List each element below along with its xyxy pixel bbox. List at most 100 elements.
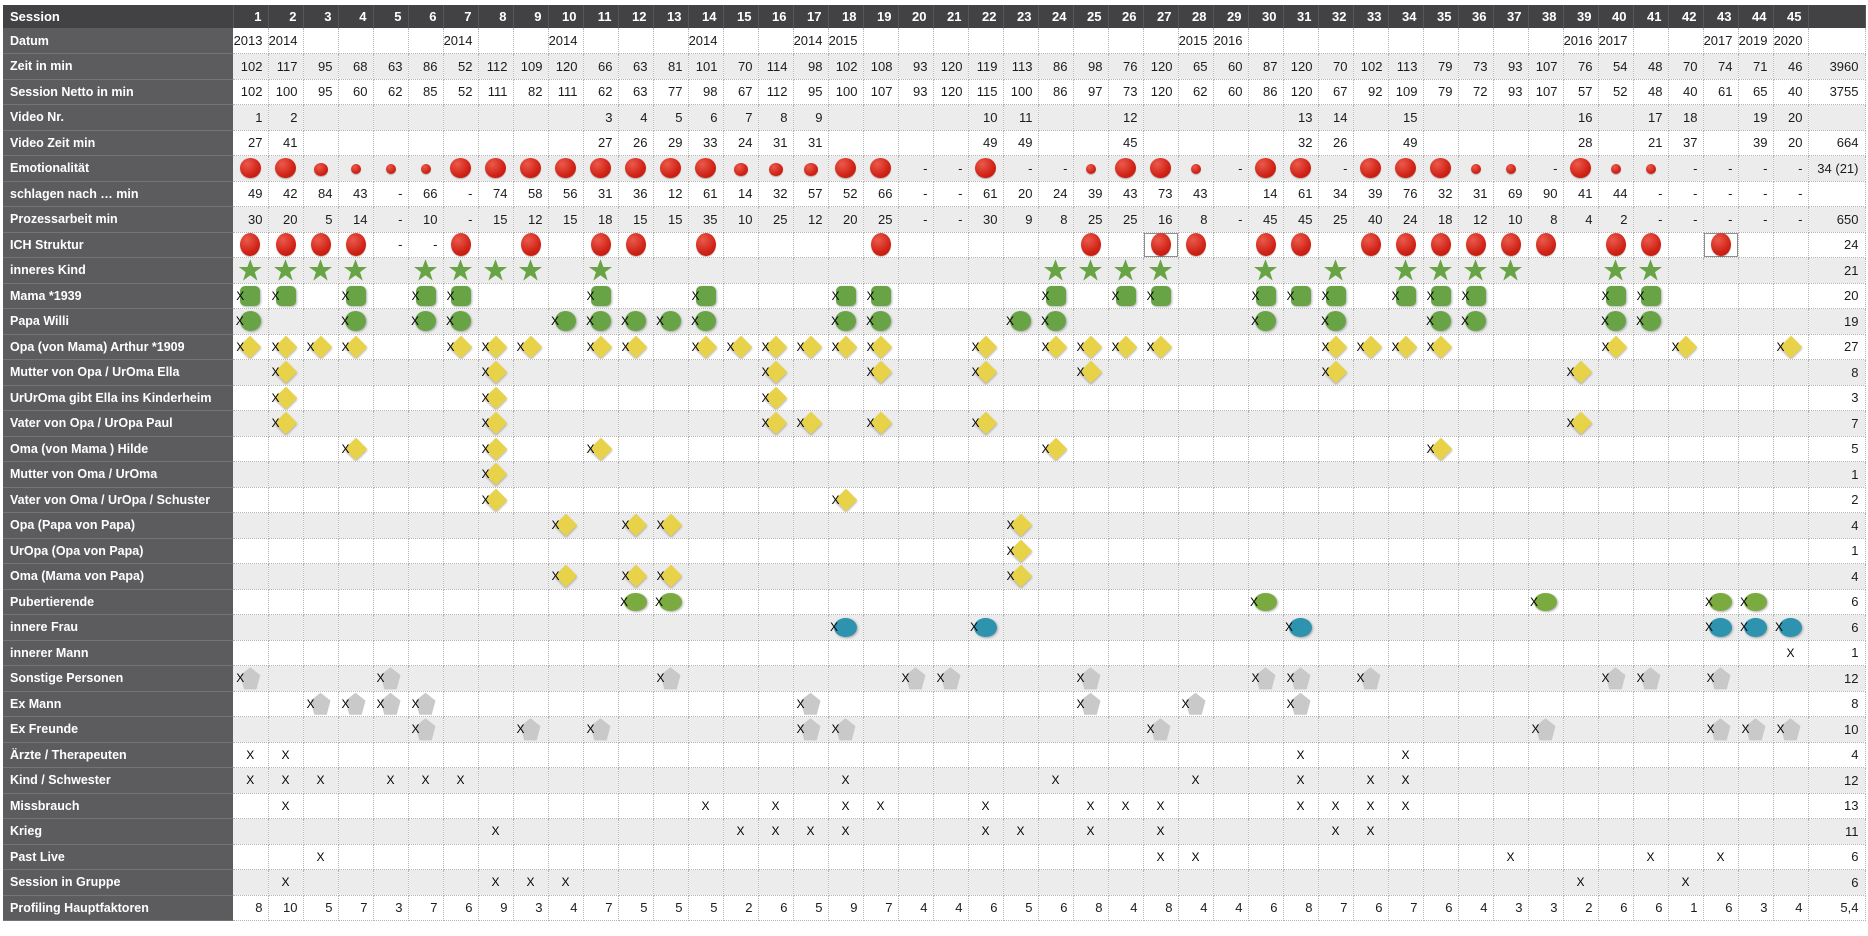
grid-cell[interactable] [303, 793, 339, 819]
grid-cell[interactable] [1633, 716, 1669, 743]
grid-cell[interactable] [513, 283, 549, 309]
grid-cell[interactable] [548, 155, 584, 182]
grid-cell[interactable] [1738, 334, 1774, 360]
grid-cell[interactable] [583, 640, 619, 666]
grid-cell[interactable] [1703, 640, 1739, 666]
grid-cell[interactable] [723, 487, 759, 513]
grid-cell[interactable] [338, 818, 374, 845]
grid-cell[interactable] [1353, 640, 1389, 666]
grid-cell[interactable]: X [1283, 742, 1319, 768]
grid-cell[interactable]: 16 [1563, 104, 1599, 131]
grid-cell[interactable]: 74 [1703, 53, 1739, 80]
grid-cell[interactable]: X [618, 512, 654, 539]
grid-cell[interactable]: 93 [1493, 79, 1529, 105]
session-number-header[interactable]: 34 [1388, 5, 1424, 28]
grid-cell[interactable] [1248, 232, 1284, 258]
session-number-header[interactable]: 9 [513, 5, 549, 28]
grid-cell[interactable] [1458, 512, 1494, 539]
grid-cell[interactable] [303, 410, 339, 437]
grid-cell[interactable]: 76 [1108, 53, 1144, 80]
grid-cell[interactable] [1353, 487, 1389, 513]
grid-cell[interactable] [1738, 793, 1774, 819]
grid-cell[interactable]: X [1458, 308, 1494, 335]
grid-cell[interactable]: 4 [1213, 895, 1249, 921]
grid-cell[interactable]: 66 [863, 181, 899, 207]
grid-cell[interactable] [1738, 283, 1774, 309]
grid-cell[interactable] [1353, 589, 1389, 615]
grid-cell[interactable] [793, 767, 829, 794]
grid-cell[interactable] [828, 461, 864, 488]
session-number-header[interactable]: 30 [1248, 5, 1284, 28]
grid-cell[interactable] [1528, 385, 1564, 411]
grid-cell[interactable]: 8 [1528, 206, 1564, 233]
grid-cell[interactable]: 60 [338, 79, 374, 105]
grid-cell[interactable] [1598, 614, 1634, 641]
grid-cell[interactable]: 2014 [443, 28, 479, 54]
grid-cell[interactable]: X [863, 283, 899, 309]
grid-cell[interactable] [933, 691, 969, 717]
grid-cell[interactable]: 102 [233, 79, 269, 105]
grid-cell[interactable]: X [828, 716, 864, 743]
grid-cell[interactable] [583, 665, 619, 692]
grid-cell[interactable]: 25 [1318, 206, 1354, 233]
grid-cell[interactable] [1633, 512, 1669, 539]
grid-cell[interactable] [373, 283, 409, 309]
grid-cell[interactable]: 8 [1073, 895, 1109, 921]
grid-cell[interactable] [1108, 716, 1144, 743]
grid-cell[interactable]: 111 [478, 79, 514, 105]
grid-cell[interactable] [478, 665, 514, 692]
grid-cell[interactable] [1423, 28, 1459, 54]
grid-cell[interactable] [373, 410, 409, 437]
grid-cell[interactable]: 61 [968, 181, 1004, 207]
grid-cell[interactable] [583, 410, 619, 437]
grid-cell[interactable] [1703, 512, 1739, 539]
grid-cell[interactable]: 14 [723, 181, 759, 207]
grid-cell[interactable] [968, 742, 1004, 768]
grid-cell[interactable]: 7 [408, 895, 444, 921]
grid-cell[interactable]: 107 [1528, 79, 1564, 105]
grid-cell[interactable] [583, 869, 619, 896]
grid-cell[interactable] [863, 742, 899, 768]
grid-cell[interactable] [758, 640, 794, 666]
grid-cell[interactable] [898, 436, 934, 462]
grid-cell[interactable] [1668, 844, 1704, 870]
grid-cell[interactable] [1073, 589, 1109, 615]
grid-cell[interactable] [758, 869, 794, 896]
grid-cell[interactable] [1213, 767, 1249, 794]
grid-cell[interactable]: X [828, 614, 864, 641]
grid-cell[interactable]: - [898, 181, 934, 207]
row-label-prozess[interactable]: Prozessarbeit min [3, 206, 233, 233]
grid-cell[interactable] [1213, 385, 1249, 411]
grid-cell[interactable] [968, 257, 1004, 284]
grid-cell[interactable] [513, 742, 549, 768]
grid-cell[interactable]: 42 [268, 181, 304, 207]
grid-cell[interactable]: - [408, 232, 444, 258]
grid-cell[interactable] [303, 436, 339, 462]
grid-cell[interactable] [1283, 538, 1319, 564]
row-label-papa[interactable]: Papa Willi [3, 308, 233, 335]
grid-cell[interactable] [1283, 461, 1319, 488]
grid-cell[interactable] [1073, 767, 1109, 794]
grid-cell[interactable] [1178, 283, 1214, 309]
grid-cell[interactable]: 2014 [548, 28, 584, 54]
grid-cell[interactable] [1283, 640, 1319, 666]
grid-cell[interactable]: X [233, 665, 269, 692]
grid-cell[interactable] [618, 742, 654, 768]
grid-cell[interactable] [1388, 155, 1424, 182]
grid-cell[interactable]: 31 [758, 130, 794, 156]
grid-cell[interactable] [828, 359, 864, 386]
grid-cell[interactable] [478, 104, 514, 131]
grid-cell[interactable]: 46 [1773, 53, 1809, 80]
grid-cell[interactable] [1493, 410, 1529, 437]
grid-cell[interactable] [478, 28, 514, 54]
grid-cell[interactable] [1598, 385, 1634, 411]
grid-cell[interactable]: X [268, 869, 304, 896]
grid-cell[interactable] [1283, 589, 1319, 615]
grid-cell[interactable] [723, 538, 759, 564]
grid-cell[interactable] [1598, 563, 1634, 590]
session-number-header[interactable]: 4 [338, 5, 374, 28]
grid-cell[interactable] [828, 691, 864, 717]
grid-cell[interactable] [1458, 844, 1494, 870]
grid-cell[interactable] [723, 844, 759, 870]
grid-cell[interactable] [1318, 512, 1354, 539]
